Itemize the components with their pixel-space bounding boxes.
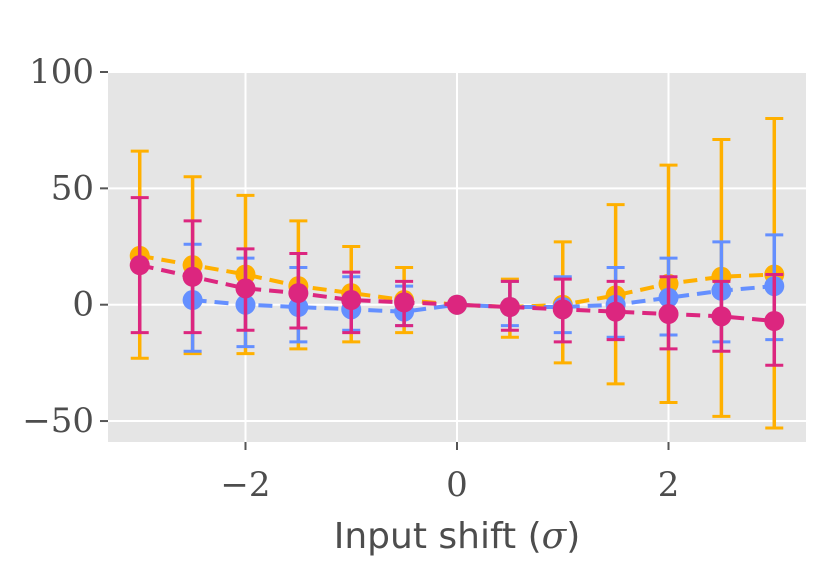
axes: −2 0 2 −50 0 50 100 <box>22 52 679 505</box>
data-point <box>499 297 520 318</box>
data-series <box>129 117 785 430</box>
x-tick-label: 2 <box>658 465 680 505</box>
x-tick-label: 0 <box>446 465 468 505</box>
x-axis-label: Input shift (σ) <box>334 516 581 557</box>
data-point <box>394 292 415 313</box>
x-tick-label: −2 <box>220 465 270 505</box>
data-point <box>129 255 150 276</box>
x-axis-label-symbol: σ <box>542 516 568 557</box>
data-point <box>605 301 626 322</box>
data-point <box>341 290 362 311</box>
y-tick-label: 50 <box>51 168 94 208</box>
data-point <box>235 278 256 299</box>
error-bars <box>130 117 784 430</box>
x-axis-label-close: ) <box>566 516 580 557</box>
y-tick-label: −50 <box>22 401 94 441</box>
x-axis-label-text: Input shift ( <box>334 516 542 557</box>
series-2 <box>129 196 785 367</box>
y-tick-label: 100 <box>29 52 94 92</box>
data-point <box>764 310 785 331</box>
data-point <box>658 304 679 325</box>
data-point <box>711 306 732 327</box>
data-point <box>182 266 203 287</box>
data-point <box>552 299 573 320</box>
data-point <box>447 294 467 315</box>
y-tick-label: 0 <box>72 285 94 325</box>
data-point <box>288 283 309 304</box>
